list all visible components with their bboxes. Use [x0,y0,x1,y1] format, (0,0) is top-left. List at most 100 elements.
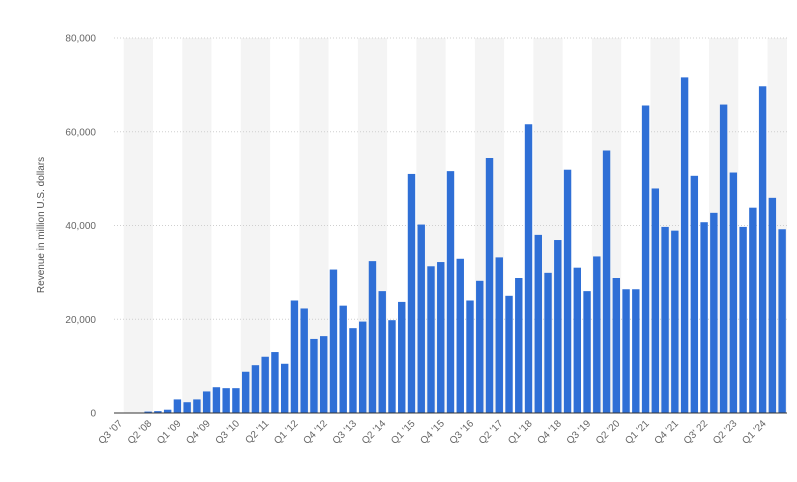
bar [554,240,562,413]
x-tick-label: Q2 '14 [360,418,389,447]
bar [212,387,221,413]
bar [651,188,660,413]
bar [583,291,591,414]
bar [446,171,455,414]
bar [232,388,240,413]
bar [758,86,767,413]
bar [368,261,377,414]
x-tick-label: Q3 '07 [97,418,126,447]
x-tick-label: Q3 '13 [331,418,360,447]
bar [563,169,572,413]
bar [622,289,630,413]
bar [661,226,669,413]
bar [632,289,640,413]
x-tick-label: Q3' 22 [682,418,711,447]
y-tick-label: 40,000 [65,221,96,232]
bar [739,226,747,413]
bar [593,256,601,413]
x-tick-label: Q3 '16 [448,418,477,447]
bar [573,267,581,413]
bar [778,229,786,413]
bar [378,291,386,414]
x-tick-label: Q3 '19 [565,418,594,447]
bar [144,411,152,413]
bar [349,328,357,413]
bar [261,356,269,413]
bars [124,77,786,414]
bar [300,308,308,413]
x-axis-ticks: Q3 '07 Q2 '08 Q1 '09 Q4 '09 Q3 '10 Q2 '11 Q1 '… [97,418,769,447]
bar [534,234,542,414]
x-tick-label: Q1 '12 [272,418,301,447]
bar [768,197,777,413]
x-tick-label: Q3 '10 [214,418,243,447]
x-tick-label: Q4 '21 [653,418,682,447]
bar [202,391,211,413]
bar [183,402,191,413]
bar [310,338,318,413]
x-tick-label: Q2 '11 [243,418,271,446]
x-tick-label: Q1 '09 [155,418,184,447]
y-axis-ticks: 0 20,000 40,000 60,000 80,000 [65,34,96,420]
bar [641,105,650,413]
bar [515,278,523,413]
y-tick-label: 0 [90,409,96,420]
bar [173,399,182,413]
bar [320,336,328,414]
bar [680,77,689,414]
bar [602,150,611,413]
x-tick-label: Q1 '18 [506,418,535,447]
bar [427,266,435,413]
bar [671,230,679,413]
bar [690,175,699,413]
x-tick-label: Q4 '15 [418,418,447,447]
y-tick-label: 60,000 [65,127,96,138]
x-tick-label: Q4 '12 [301,418,330,447]
bar [251,365,260,413]
x-tick-label: Q1 '15 [389,418,418,447]
bar [241,371,250,413]
x-tick-label: Q2 '23 [711,418,740,447]
bar [466,300,474,413]
bar [407,173,416,413]
y-tick-label: 80,000 [65,34,96,45]
x-tick-label: Q1 '21 [623,418,652,447]
bar [398,301,406,413]
bar [749,207,757,413]
bar [417,224,425,413]
bar [700,222,708,413]
bar [544,272,552,413]
bar [193,399,201,413]
bar [163,409,172,413]
bar [339,305,347,413]
bar [271,352,279,413]
bar [505,295,513,413]
x-tick-label: Q1 '24 [740,418,769,447]
x-tick-label: Q4 '18 [536,418,565,447]
x-tick-label: Q2 '20 [594,418,623,447]
bar [456,258,464,413]
bar [329,269,338,413]
bar [280,363,289,413]
bar [524,124,533,413]
bar [476,280,484,413]
y-axis-label: Revenue in million U.S. dollars [36,157,47,293]
bar [222,388,230,413]
x-tick-label: Q2 '17 [477,418,506,447]
bar [710,212,718,413]
bar [388,320,396,413]
background-band [182,38,212,413]
y-tick-label: 20,000 [65,315,96,326]
bar [485,158,494,413]
x-tick-label: Q2 '08 [126,418,155,447]
bar [729,172,738,413]
bar [495,257,503,414]
bar [719,104,728,413]
bar [612,278,621,413]
bar [437,262,445,413]
bar [154,411,162,414]
x-tick-label: Q4 '09 [184,418,213,447]
bar [290,300,299,413]
bar [359,321,367,413]
